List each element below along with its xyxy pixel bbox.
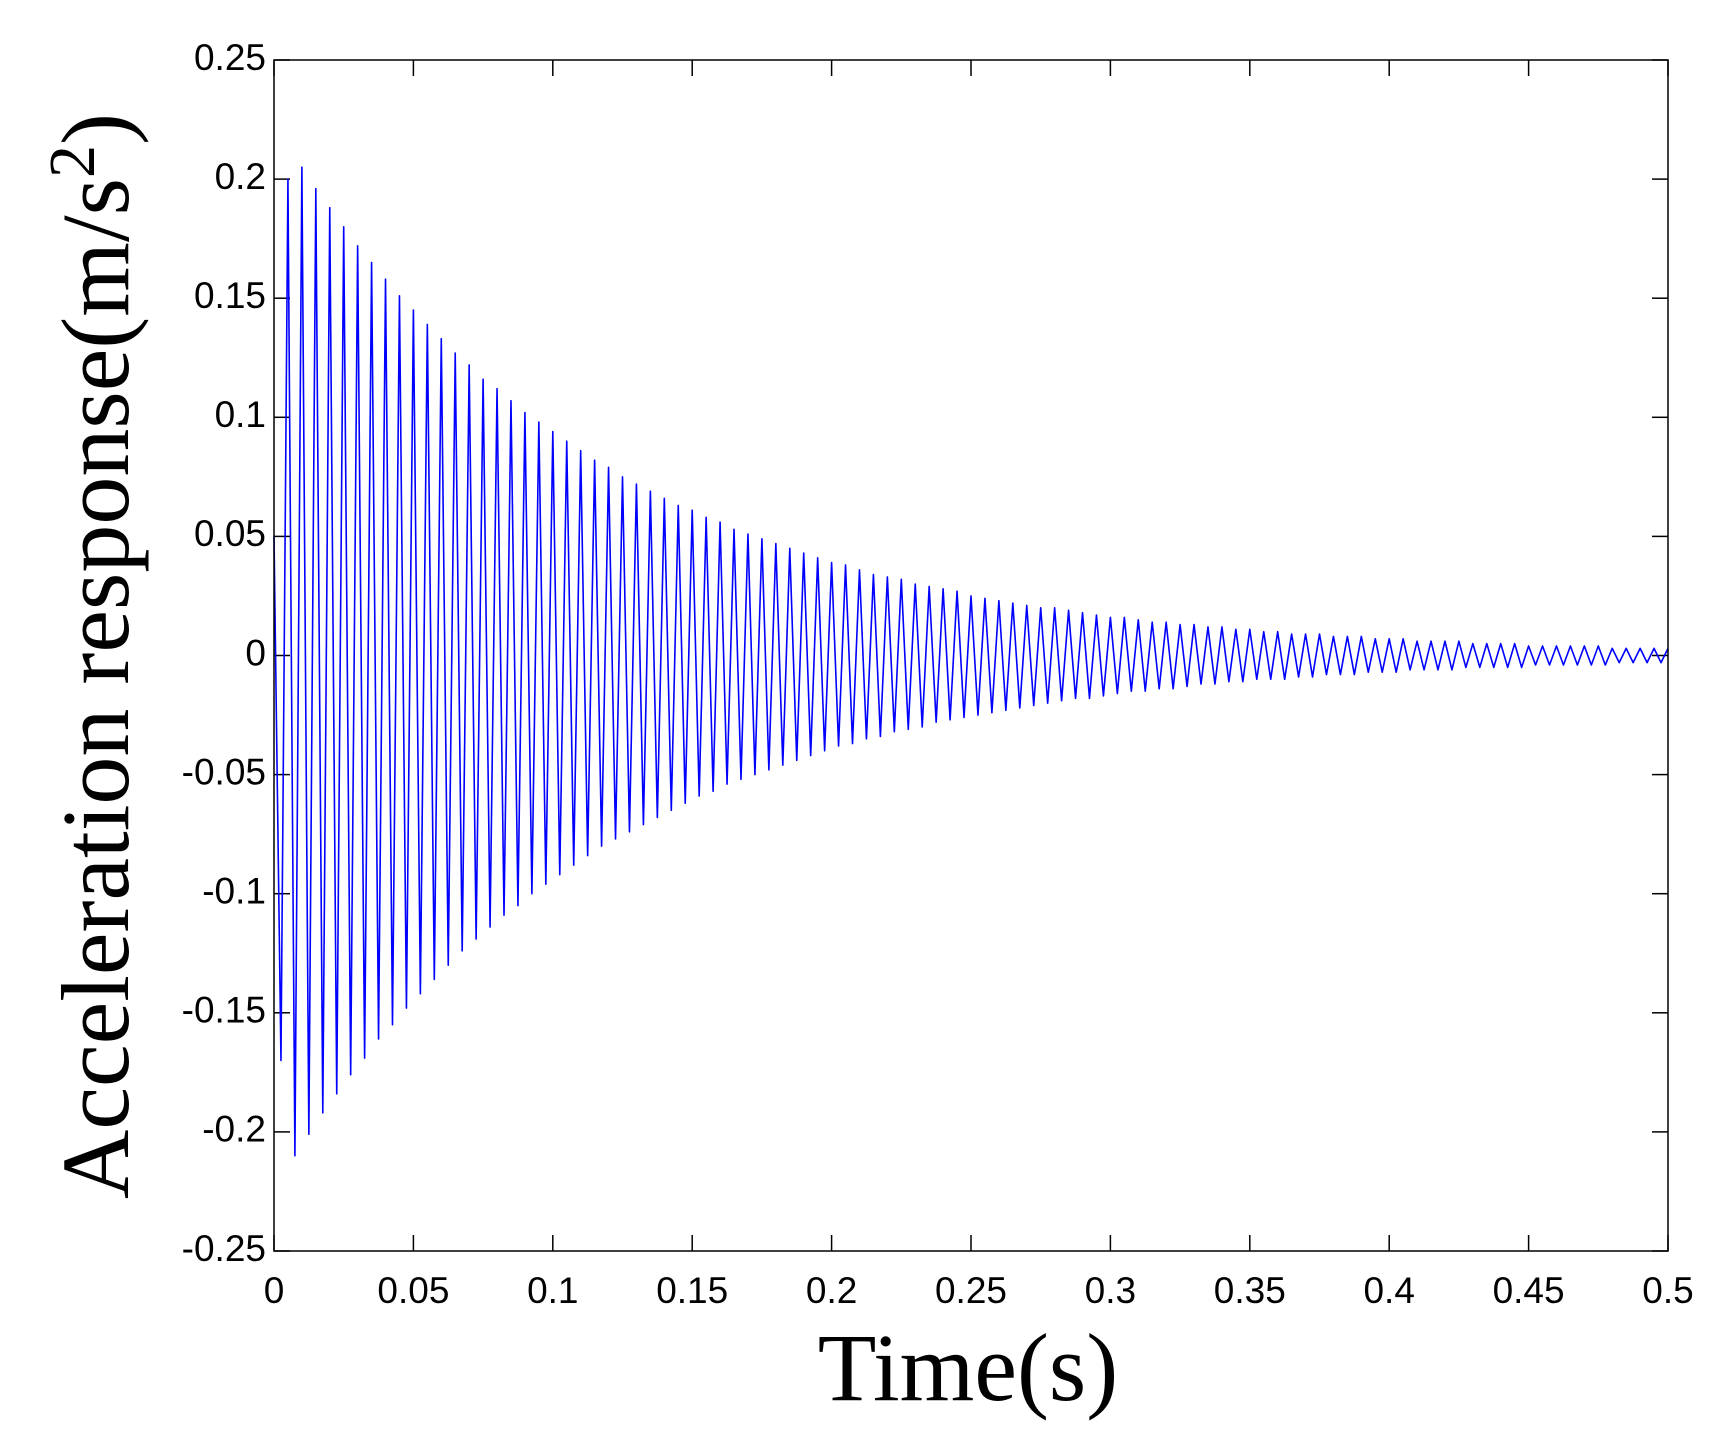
x-tick-label: 0.1 xyxy=(527,1270,578,1311)
plot-frame xyxy=(273,59,1669,1252)
x-tick-label: 0.3 xyxy=(1085,1270,1136,1311)
x-axis-label: Time(s) xyxy=(818,1314,1119,1421)
y-tick-label: -0.25 xyxy=(182,1228,266,1269)
y-tick-label: 0.25 xyxy=(194,37,266,78)
x-tick-label: 0.35 xyxy=(1214,1270,1286,1311)
y-tick-label: 0.15 xyxy=(194,275,266,316)
data-line xyxy=(273,166,1669,1157)
y-tick-label: 0.05 xyxy=(194,513,266,554)
y-axis-label-text: Acceleration response(m/s xyxy=(42,178,149,1199)
y-axis-label-end: ) xyxy=(42,113,149,145)
y-tick-label: -0.05 xyxy=(182,751,266,792)
x-tick-label: 0.4 xyxy=(1363,1270,1414,1311)
x-tick-label: 0.45 xyxy=(1493,1270,1565,1311)
y-tick-label: 0 xyxy=(245,632,266,673)
x-tick-label: 0 xyxy=(264,1270,285,1311)
x-tick-label: 0.05 xyxy=(377,1270,449,1311)
y-axis-label: Acceleration response(m/s2) xyxy=(36,113,149,1199)
x-tick-label: 0.25 xyxy=(935,1270,1007,1311)
y-tick-label: 0.1 xyxy=(215,394,266,435)
y-tick-label: -0.1 xyxy=(202,870,266,911)
x-tick-label: 0.15 xyxy=(656,1270,728,1311)
y-tick-label: 0.2 xyxy=(215,156,266,197)
x-tick-label: 0.5 xyxy=(1642,1270,1693,1311)
y-tick-label: -0.15 xyxy=(182,990,266,1031)
x-tick-label: 0.2 xyxy=(806,1270,857,1311)
y-tick-label: -0.2 xyxy=(202,1109,266,1150)
y-axis-label-sup: 2 xyxy=(36,145,109,178)
